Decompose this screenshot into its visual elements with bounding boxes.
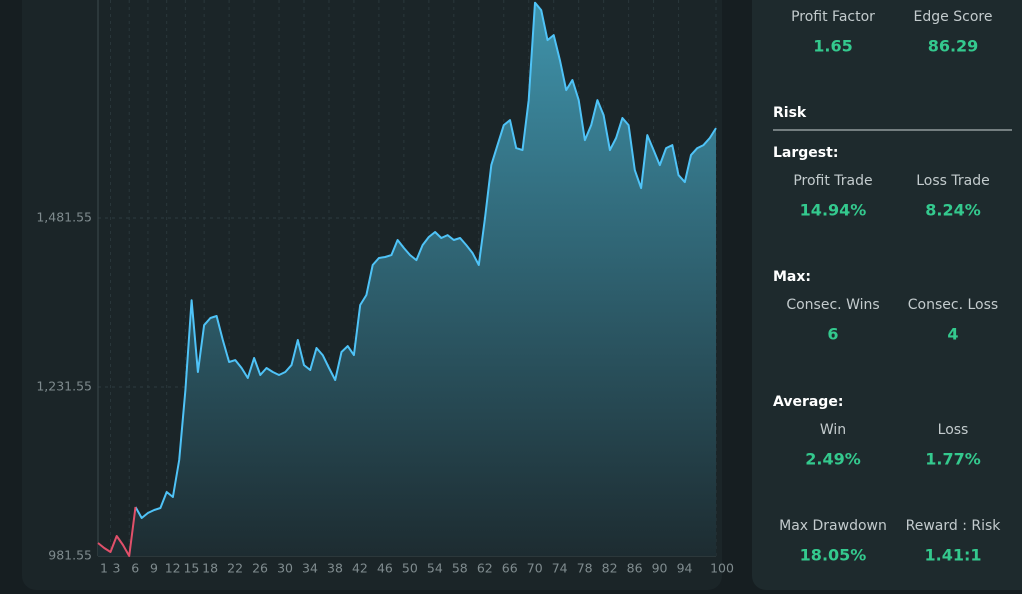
x-tick-label: 15 [183,561,199,576]
x-tick-label: 74 [552,561,568,576]
x-tick-label: 12 [165,561,181,576]
stat-label: Consec. Loss [908,297,998,313]
stat-value: 6 [827,325,838,344]
x-tick-label: 58 [452,561,468,576]
stat-label: Edge Score [914,9,993,25]
x-tick-label: 9 [150,561,158,576]
y-tick-label: 1,231.55 [36,378,92,393]
stat-label: Loss Trade [916,173,990,189]
x-tick-label: 3 [113,561,121,576]
x-tick-label: 78 [577,561,593,576]
x-tick-label: 22 [227,561,243,576]
stat-label: Consec. Wins [786,297,879,313]
group-heading: Average: [773,394,843,410]
x-tick-label: 62 [477,561,493,576]
area-fill [98,2,716,556]
stats-panel [752,0,1022,590]
x-tick-label: 82 [602,561,618,576]
x-tick-label: 6 [131,561,139,576]
stat-value: 4 [947,325,958,344]
x-tick-label: 50 [402,561,418,576]
stat-label: Max Drawdown [779,518,887,534]
stat-value: 1.65 [813,37,852,56]
x-tick-label: 100 [710,561,734,576]
x-tick-label: 34 [302,561,318,576]
x-tick-label: 46 [377,561,393,576]
x-tick-label: 18 [202,561,218,576]
stat-label: Reward : Risk [906,518,1002,534]
x-tick-label: 30 [277,561,293,576]
stat-value: 8.24% [925,201,981,220]
stat-value: 1.77% [925,450,981,469]
x-tick-label: 70 [527,561,543,576]
stat-label: Win [820,422,846,438]
x-tick-label: 26 [252,561,268,576]
stat-value: 14.94% [800,201,867,220]
stat-value: 86.29 [928,37,979,56]
x-tick-label: 1 [100,561,108,576]
stat-label: Loss [938,422,969,438]
stat-value: 2.49% [805,450,861,469]
stat-label: Profit Trade [793,173,872,189]
x-tick-label: 38 [327,561,343,576]
section-title: Risk [773,105,807,121]
stat-value: 1.41:1 [924,546,981,565]
group-heading: Largest: [773,145,838,161]
group-heading: Max: [773,269,811,285]
stat-value: 18.05% [800,546,867,565]
line [134,1,717,519]
x-tick-label: 54 [427,561,443,576]
x-tick-label: 86 [627,561,643,576]
stat-label: Profit Factor [791,9,875,25]
x-tick-label: 42 [352,561,368,576]
x-tick-label: 94 [677,561,693,576]
x-tick-label: 90 [652,561,668,576]
y-tick-label: 1,481.55 [36,209,92,224]
y-tick-label: 981.55 [48,548,92,563]
x-tick-label: 66 [502,561,518,576]
line-negative [97,506,137,557]
